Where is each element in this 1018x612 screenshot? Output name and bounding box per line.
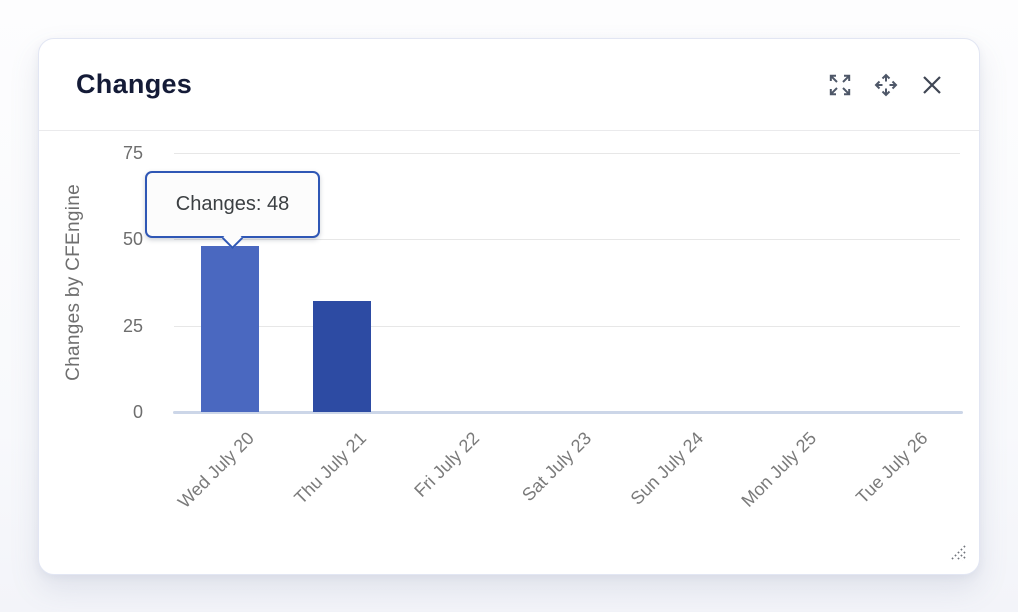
x-label-sat-july-23: Sat July 23 <box>518 428 596 506</box>
x-label-sun-july-24: Sun July 24 <box>626 428 708 509</box>
gridline-25 <box>174 325 960 327</box>
y-tick-50: 50 <box>122 229 143 250</box>
changes-widget: Changes <box>38 38 980 575</box>
gridline-75 <box>174 153 960 154</box>
gridline-50 <box>174 239 960 241</box>
widget-actions <box>825 70 947 100</box>
x-label-wed-july-20: Wed July 20 <box>174 428 259 512</box>
widget-header: Changes <box>39 39 979 131</box>
chart-tooltip: Changes: 48 <box>145 171 320 249</box>
y-tick-75: 75 <box>122 143 143 163</box>
y-axis-title: Changes by CFEngine <box>63 184 84 381</box>
widget-title: Changes <box>76 69 193 99</box>
tooltip-text: Changes: 48 <box>175 193 290 215</box>
y-tick-25: 25 <box>122 315 143 336</box>
close-icon[interactable] <box>917 70 947 100</box>
bar-wed-july-20[interactable] <box>201 246 260 412</box>
x-label-mon-july-25: Mon July 25 <box>736 428 820 511</box>
x-label-thu-july-21: Thu July 21 <box>290 428 371 508</box>
x-label-tue-july-26: Tue July 26 <box>852 428 933 508</box>
move-icon[interactable] <box>871 70 901 100</box>
x-label-fri-july-22: Fri July 22 <box>410 428 483 501</box>
expand-icon[interactable] <box>825 70 855 100</box>
resize-handle-icon[interactable] <box>944 539 968 563</box>
y-tick-0: 0 <box>132 402 143 422</box>
bar-chart: Changes by CFEngine Changes: 48 0 25 50 75 W… <box>39 132 979 574</box>
bar-thu-july-21[interactable] <box>313 301 372 412</box>
x-axis-line <box>173 411 963 414</box>
